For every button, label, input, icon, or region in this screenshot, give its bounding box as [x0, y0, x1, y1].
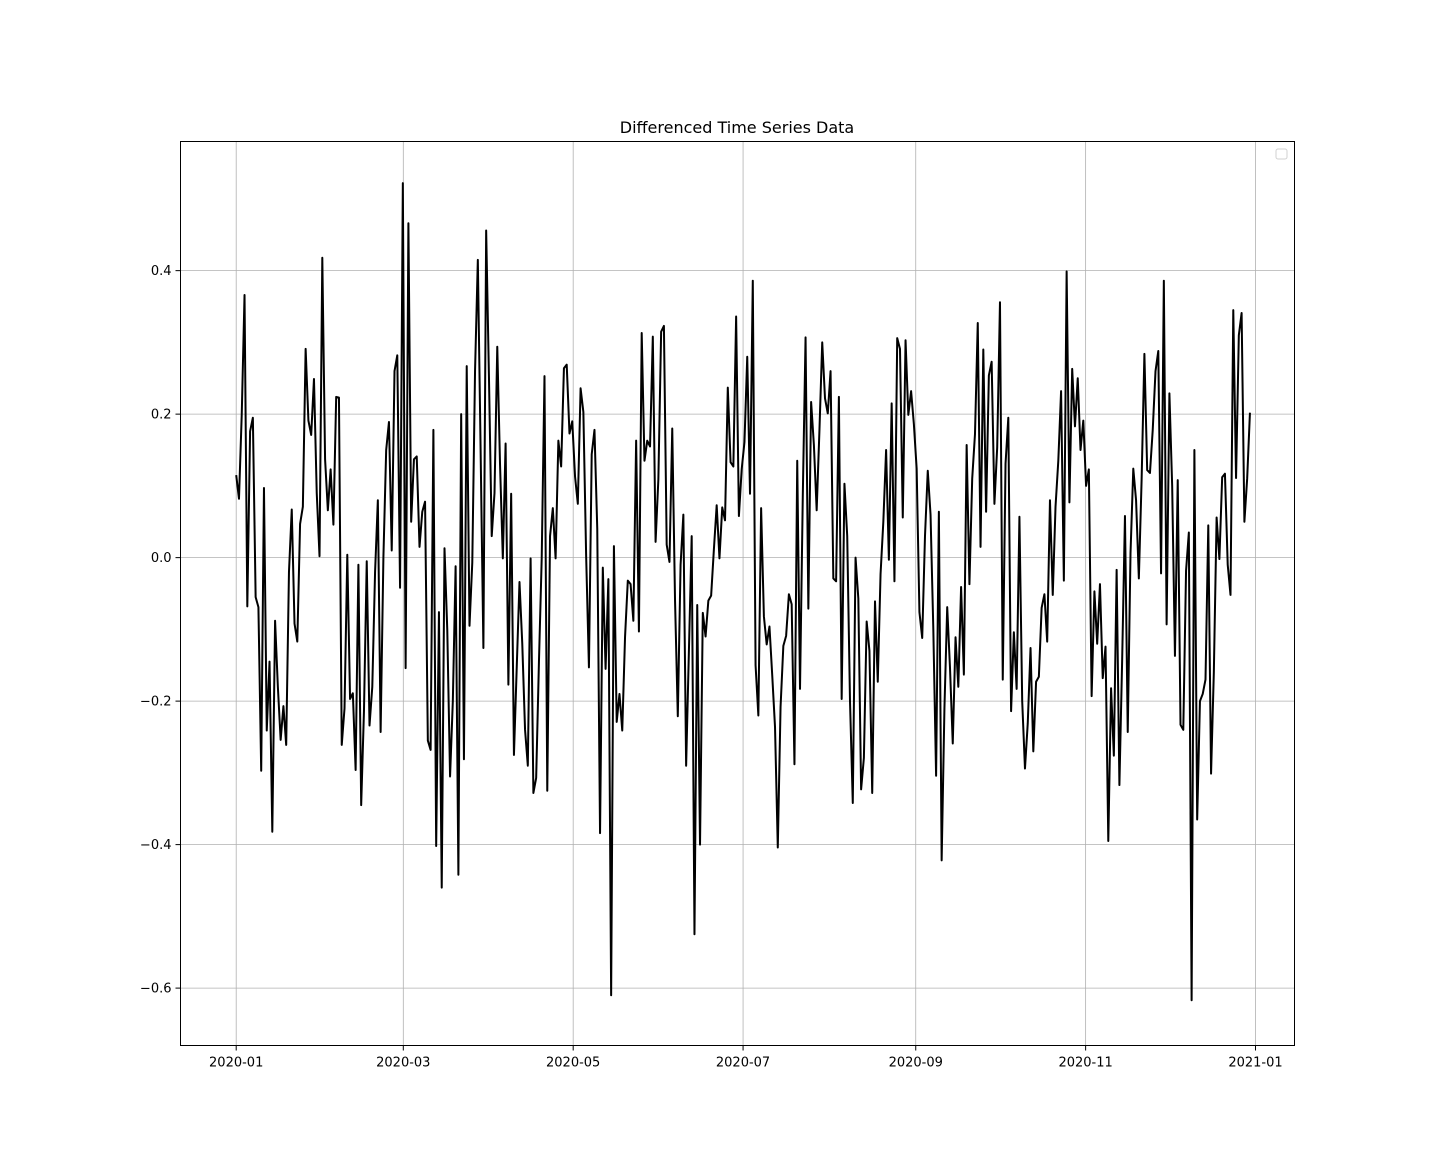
x-axis: 2020-01 2020-03 2020-05 2020-07 2020-09 2020-…	[209, 1045, 1283, 1071]
grid	[180, 141, 1295, 1046]
y-tick-label: 0.4	[151, 264, 172, 279]
y-tick-label: −0.6	[140, 982, 172, 997]
chart-title: Differenced Time Series Data	[620, 118, 854, 137]
x-tick-label: 2020-07	[716, 1056, 770, 1071]
y-tick-label: 0.2	[151, 408, 172, 423]
y-tick-label: −0.4	[140, 838, 172, 853]
series-layer	[235, 182, 1251, 1002]
series-line-0	[235, 182, 1251, 1002]
x-tick-label: 2020-05	[546, 1056, 600, 1071]
y-axis: −0.6 −0.4 −0.2 0.0 0.2 0.4	[140, 264, 181, 997]
y-tick-label: 0.0	[151, 551, 172, 566]
x-tick-label: 2020-09	[889, 1056, 943, 1071]
plot-frame	[180, 141, 1295, 1046]
x-tick-label: 2020-11	[1058, 1056, 1112, 1071]
x-tick-label: 2020-03	[376, 1056, 430, 1071]
x-tick-label: 2020-01	[209, 1056, 263, 1071]
x-tick-label: 2021-01	[1228, 1056, 1282, 1071]
y-tick-label: −0.2	[140, 695, 172, 710]
legend-box	[1275, 148, 1288, 160]
